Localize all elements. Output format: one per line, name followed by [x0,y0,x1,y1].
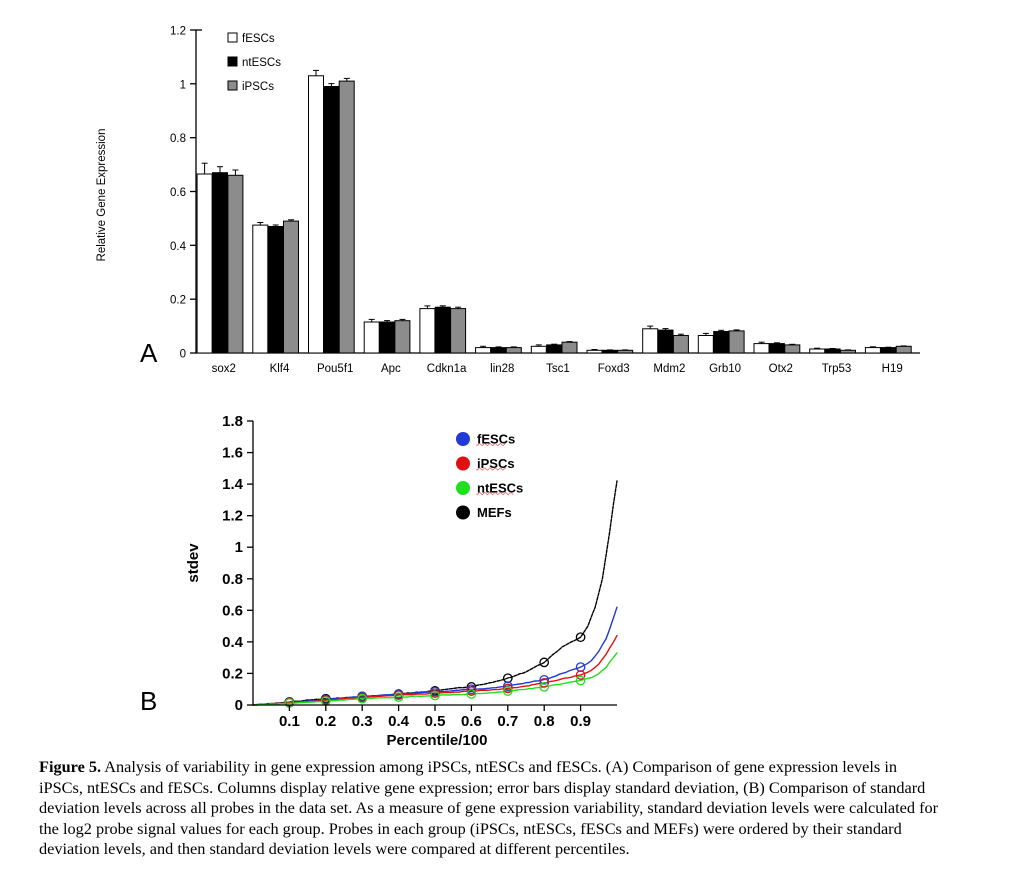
svg-text:B: B [140,686,157,716]
svg-text:Mdm2: Mdm2 [653,363,685,375]
svg-text:Apc: Apc [381,363,401,375]
svg-text:1: 1 [235,539,243,556]
svg-text:1.2: 1.2 [170,26,186,38]
svg-text:Trp53: Trp53 [822,363,852,375]
svg-text:H19: H19 [882,363,903,375]
svg-text:1.8: 1.8 [222,413,243,430]
svg-text:0.2: 0.2 [222,665,243,682]
svg-text:Cdkn1a: Cdkn1a [427,363,467,375]
svg-text:0.1: 0.1 [279,713,300,730]
svg-text:0.3: 0.3 [352,713,373,730]
svg-text:sox2: sox2 [212,363,236,375]
svg-text:Percentile/100: Percentile/100 [387,732,488,749]
svg-text:0.5: 0.5 [425,713,446,730]
svg-text:Relative Gene Expression: Relative Gene Expression [96,129,108,262]
svg-text:Tsc1: Tsc1 [546,363,570,375]
svg-text:1.2: 1.2 [222,508,243,525]
svg-text:0: 0 [180,349,186,361]
svg-text:1: 1 [180,79,186,91]
svg-text:MEFs: MEFs [477,505,512,520]
svg-text:stdev: stdev [185,543,202,583]
svg-text:0.6: 0.6 [222,602,243,619]
svg-text:Pou5f1: Pou5f1 [317,363,353,375]
svg-text:0.2: 0.2 [315,713,336,730]
svg-text:0.8: 0.8 [222,571,243,588]
svg-text:0.9: 0.9 [570,713,591,730]
svg-text:0.8: 0.8 [170,133,186,145]
svg-text:Grb10: Grb10 [709,363,741,375]
svg-text:lin28: lin28 [490,363,514,375]
svg-text:ntESCs: ntESCs [242,57,281,69]
svg-text:0.8: 0.8 [534,713,555,730]
svg-text:0.2: 0.2 [170,295,186,307]
svg-text:0: 0 [235,697,243,714]
svg-text:Klf4: Klf4 [270,363,290,375]
svg-text:A: A [140,338,158,368]
svg-text:1.4: 1.4 [222,476,244,493]
svg-text:Foxd3: Foxd3 [598,363,630,375]
svg-text:0.4: 0.4 [388,713,410,730]
svg-text:0.4: 0.4 [170,241,187,253]
svg-text:iPSCs: iPSCs [242,81,274,93]
svg-text:0.6: 0.6 [170,187,186,199]
svg-text:0.6: 0.6 [461,713,482,730]
svg-text:Otx2: Otx2 [769,363,793,375]
svg-text:0.7: 0.7 [497,713,518,730]
svg-text:fESCs: fESCs [242,33,275,45]
svg-text:0.4: 0.4 [222,634,244,651]
svg-text:1.6: 1.6 [222,445,243,462]
